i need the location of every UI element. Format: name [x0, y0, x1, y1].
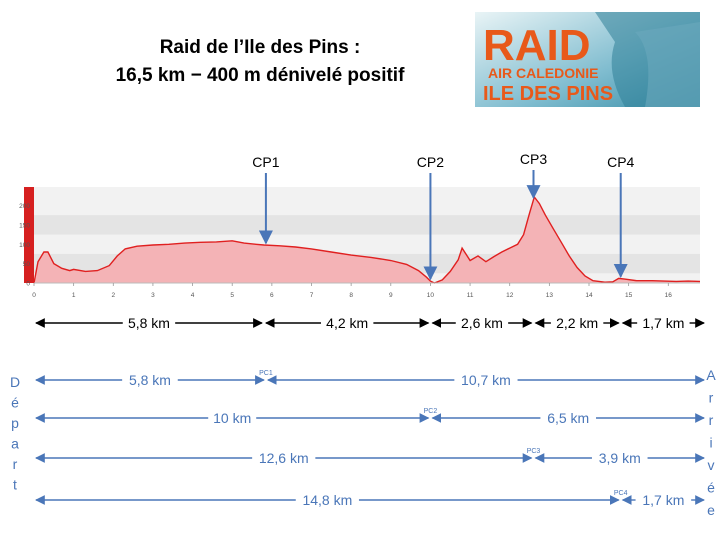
x-tick-label: 8: [349, 292, 353, 299]
checkpoint-markers: CP1 CP2 CP3 CP4: [252, 151, 635, 281]
segment-label: 4,2 km: [326, 315, 368, 331]
row-pc-label: PC4: [614, 490, 628, 497]
cumulative-distance-rows: 5,8 km 10,7 km PC1 10 km 6,5 km PC2 12,6 km 3,9…: [35, 370, 705, 508]
segment-label: 2,2 km: [556, 315, 598, 331]
logo-word: RAID: [483, 21, 591, 70]
row-distance-from-pc: 10,7 km: [461, 372, 511, 388]
x-tick-label: 11: [467, 292, 474, 299]
elevation-area: [34, 197, 700, 283]
start-label-char: r: [13, 456, 18, 472]
x-tick-label: 0: [32, 292, 36, 299]
grid-band: [34, 215, 700, 235]
checkpoint-label: CP1: [252, 154, 279, 170]
start-label-char: t: [13, 477, 17, 493]
row-distance-to-pc: 10 km: [213, 410, 251, 426]
row-distance-from-pc: 6,5 km: [547, 410, 589, 426]
title-line-1: Raid de l’Ile des Pins :: [159, 37, 361, 58]
logo-line-2: AIR CALEDONIE: [488, 65, 598, 81]
start-label-char: a: [11, 436, 19, 452]
x-tick-label: 1: [72, 292, 76, 299]
segment-label: 2,6 km: [461, 315, 503, 331]
x-tick-label: 13: [546, 292, 554, 299]
title-line-2: 16,5 km − 400 m dénivelé positif: [115, 65, 405, 86]
row-distance-from-pc: 1,7 km: [642, 492, 684, 508]
start-label-char: é: [11, 395, 19, 411]
segment-label: 1,7 km: [642, 315, 684, 331]
x-tick-label: 15: [625, 292, 633, 299]
raid-logo: RAID AIR CALEDONIE ILE DES PINS: [475, 12, 700, 107]
row-distance-to-pc: 5,8 km: [129, 372, 171, 388]
x-tick-label: 16: [665, 292, 673, 299]
start-label-char: p: [11, 415, 19, 431]
checkpoint-label: CP2: [417, 154, 444, 170]
x-tick-label: 5: [230, 292, 234, 299]
x-tick-label: 6: [270, 292, 274, 299]
y-axis-ticks: 0 50 100 150 200: [19, 203, 30, 288]
x-tick-label: 7: [310, 292, 314, 299]
y-tick-label: 100: [19, 242, 30, 249]
y-tick-label: 50: [23, 261, 31, 268]
end-label-char: r: [709, 412, 714, 428]
x-tick-label: 3: [151, 292, 155, 299]
end-label-char: v: [708, 457, 715, 473]
end-label-char: e: [707, 502, 715, 518]
y-tick-label: 0: [26, 281, 30, 288]
segment-label: 5,8 km: [128, 315, 170, 331]
segment-arrows: 5,8 km 4,2 km 2,6 km 2,2 km 1,7 km: [35, 315, 705, 331]
row-distance-to-pc: 14,8 km: [302, 492, 352, 508]
end-label-char: i: [709, 435, 712, 451]
x-tick-label: 2: [111, 292, 115, 299]
end-label-char: A: [706, 367, 716, 383]
x-tick-label: 12: [506, 292, 514, 299]
row-pc-label: PC2: [424, 408, 438, 415]
row-pc-label: PC1: [259, 370, 273, 377]
row-distance-to-pc: 12,6 km: [259, 450, 309, 466]
logo-line-3: ILE DES PINS: [483, 83, 613, 105]
x-tick-label: 9: [389, 292, 393, 299]
left-accent-bar: [24, 187, 34, 283]
page-title: Raid de l’Ile des Pins : 16,5 km − 400 m…: [60, 34, 460, 90]
x-tick-label: 4: [191, 292, 195, 299]
row-distance-from-pc: 3,9 km: [599, 450, 641, 466]
checkpoint-label: CP4: [607, 154, 634, 170]
x-tick-label: 10: [427, 292, 435, 299]
y-tick-label: 150: [19, 222, 30, 229]
y-tick-label: 200: [19, 203, 30, 210]
checkpoint-label: CP3: [520, 151, 547, 167]
start-label-char: D: [10, 374, 20, 390]
row-pc-label: PC3: [527, 448, 541, 455]
x-axis-ticks: 0 1 2 3 4 5 6 7 8 9 10 11 12 13 14 15 16: [32, 283, 672, 299]
x-tick-label: 14: [585, 292, 593, 299]
end-label-char: é: [707, 480, 715, 496]
end-label-char: r: [709, 390, 714, 406]
elevation-line: [33, 195, 701, 284]
